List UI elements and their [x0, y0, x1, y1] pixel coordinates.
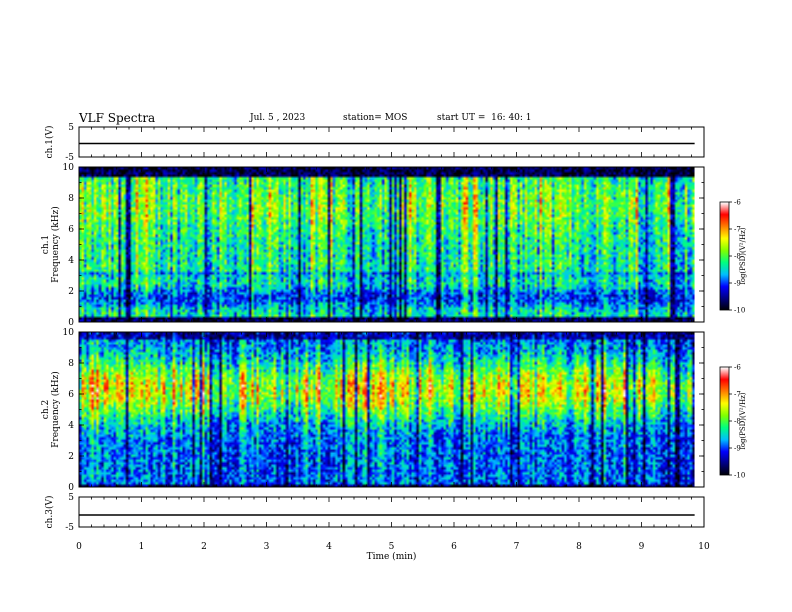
- colorbar-tick-label: -7: [734, 391, 741, 399]
- colorbar-tick-label: -7: [734, 226, 741, 234]
- colorbar-tick-label: -10: [734, 307, 745, 315]
- y-tick-label: 0: [68, 483, 74, 493]
- y-tick-label: 6: [68, 225, 74, 235]
- y-tick-label: 6: [68, 390, 74, 400]
- colorbar-tick-label: -6: [734, 199, 741, 207]
- y-axis-label: Frequency (kHz): [50, 371, 61, 448]
- x-tick-label: 7: [514, 542, 520, 552]
- start-time-label: start UT = 16: 40: 1: [437, 113, 532, 123]
- colorbar-1: [720, 202, 729, 310]
- colorbar-tick-label: -10: [734, 472, 745, 480]
- ch1-spectrogram-image: [79, 167, 695, 322]
- x-tick-label: 0: [76, 542, 82, 552]
- chart-title: VLF Spectra: [79, 111, 156, 125]
- colorbar-tick-label: -9: [734, 280, 741, 288]
- x-tick-label: 4: [326, 542, 332, 552]
- y-tick-label: -5: [65, 153, 74, 163]
- y-tick-label: 0: [68, 318, 74, 328]
- colorbar-2: [720, 367, 729, 475]
- x-axis-label: Time (min): [367, 551, 417, 562]
- colorbar-label: log(PSD)(V²/Hz): [739, 227, 747, 284]
- colorbar-tick-label: -8: [734, 418, 741, 426]
- x-tick-label: 9: [639, 542, 645, 552]
- ch2-spectrogram-image: [79, 332, 695, 487]
- y-tick-label: 4: [68, 421, 74, 431]
- y-axis-label: Frequency (kHz): [50, 206, 61, 283]
- ch1-spectrogram-blank: [694, 167, 704, 322]
- y-tick-label: 8: [68, 359, 74, 369]
- y-tick-label: 2: [68, 452, 74, 462]
- x-tick-label: 3: [264, 542, 270, 552]
- x-tick-label: 6: [451, 542, 457, 552]
- y-tick-label: 4: [68, 256, 74, 266]
- y-tick-label: 5: [68, 123, 74, 133]
- colorbar-tick-label: -9: [734, 445, 741, 453]
- y-tick-label: 2: [68, 287, 74, 297]
- colorbar-label: log(PSD)(V²/Hz): [739, 392, 747, 449]
- colorbar-tick-label: -6: [734, 364, 741, 372]
- y-tick-label: 10: [63, 163, 75, 173]
- y-tick-label: 8: [68, 194, 74, 204]
- y-axis-label: ch.2: [41, 400, 51, 419]
- ch2-spectrogram-blank: [694, 332, 704, 487]
- station-label: station= MOS: [343, 113, 408, 123]
- y-axis-label: ch.3(V): [44, 496, 55, 529]
- y-axis-label: ch.1: [41, 235, 51, 254]
- y-tick-label: 10: [63, 328, 75, 338]
- y-tick-label: -5: [65, 523, 74, 533]
- y-tick-label: 5: [68, 493, 74, 503]
- x-tick-label: 10: [698, 542, 710, 552]
- date-label: Jul. 5 , 2023: [250, 113, 306, 123]
- x-tick-label: 5: [389, 542, 395, 552]
- colorbar-tick-label: -8: [734, 253, 741, 261]
- y-axis-label: ch.1(V): [44, 126, 55, 159]
- x-tick-label: 2: [201, 542, 207, 552]
- x-tick-label: 8: [576, 542, 582, 552]
- x-tick-label: 1: [139, 542, 145, 552]
